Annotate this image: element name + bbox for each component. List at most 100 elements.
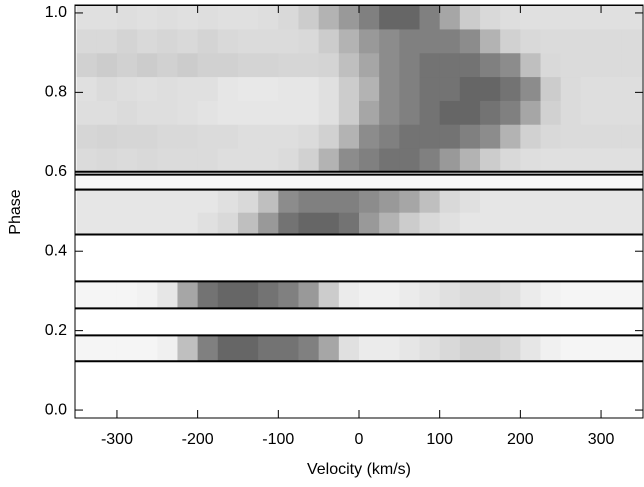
cell: [116, 335, 138, 362]
y-tick-label: 0.2: [45, 322, 67, 339]
cell: [419, 52, 441, 78]
cell: [116, 189, 138, 213]
cell: [379, 5, 400, 30]
cell: [338, 124, 360, 149]
cell: [338, 335, 360, 362]
cell: [520, 174, 542, 191]
y-axis-label: Phase: [7, 189, 24, 234]
cell: [137, 174, 158, 191]
cell: [318, 100, 340, 125]
cell: [157, 124, 179, 149]
cell: [278, 5, 300, 30]
cell: [96, 174, 118, 191]
cell: [157, 76, 179, 101]
cell: [500, 5, 521, 30]
cell: [237, 5, 259, 30]
cell: [338, 100, 360, 125]
cell: [520, 147, 542, 173]
cell: [318, 124, 340, 149]
cell: [459, 76, 481, 101]
cells: [75, 5, 643, 363]
cell: [338, 28, 360, 54]
cell: [540, 189, 562, 213]
cell: [379, 100, 400, 125]
x-axis-label: Velocity (km/s): [307, 461, 411, 478]
cell: [601, 335, 622, 362]
cell: [258, 147, 279, 173]
cell: [500, 281, 521, 309]
cell: [419, 335, 441, 362]
cell: [459, 174, 481, 191]
cell: [459, 100, 481, 125]
cell: [197, 189, 219, 213]
cell: [217, 76, 239, 101]
cell: [601, 100, 622, 125]
cell: [540, 5, 562, 30]
cell: [540, 335, 562, 362]
cell: [116, 174, 138, 191]
cell: [359, 100, 380, 125]
cell: [560, 124, 582, 149]
cell: [439, 174, 461, 191]
cell: [318, 28, 340, 54]
cell: [459, 5, 481, 30]
cell: [500, 335, 521, 362]
cell: [137, 212, 158, 236]
cell: [601, 212, 622, 236]
cell: [359, 281, 380, 309]
cell: [540, 52, 562, 78]
cell: [318, 212, 340, 236]
cell: [318, 281, 340, 309]
cell: [621, 100, 642, 125]
cell: [137, 124, 158, 149]
cell: [399, 76, 421, 101]
cell: [137, 100, 158, 125]
cell: [76, 76, 98, 101]
cell: [359, 174, 380, 191]
cell: [76, 189, 98, 213]
cell: [96, 212, 118, 236]
cell: [621, 281, 642, 309]
cell: [116, 100, 138, 125]
cell: [338, 147, 360, 173]
cell: [540, 76, 562, 101]
cell: [76, 124, 98, 149]
x-tick-label: -200: [182, 431, 214, 448]
cell: [116, 5, 138, 30]
cell: [601, 174, 622, 191]
cell: [419, 189, 441, 213]
cell: [480, 147, 501, 173]
cell: [278, 52, 300, 78]
cell: [278, 174, 300, 191]
cell: [580, 281, 602, 309]
cell: [520, 281, 542, 309]
cell: [157, 52, 179, 78]
cell: [540, 147, 562, 173]
cell: [96, 189, 118, 213]
cell: [137, 28, 158, 54]
cell: [217, 124, 239, 149]
cell: [177, 212, 199, 236]
cell: [560, 174, 582, 191]
cell: [217, 335, 239, 362]
cell: [399, 100, 421, 125]
cell: [298, 147, 320, 173]
cell: [419, 100, 441, 125]
cell: [419, 5, 441, 30]
cell: [419, 147, 441, 173]
cell: [258, 28, 279, 54]
cell: [520, 28, 542, 54]
cell: [137, 189, 158, 213]
cell: [601, 189, 622, 213]
cell: [580, 147, 602, 173]
cell: [540, 174, 562, 191]
cell: [500, 212, 521, 236]
cell: [359, 212, 380, 236]
cell: [197, 5, 219, 30]
cell: [560, 100, 582, 125]
cell: [157, 28, 179, 54]
cell: [298, 281, 320, 309]
cell: [379, 52, 400, 78]
cell: [459, 281, 481, 309]
